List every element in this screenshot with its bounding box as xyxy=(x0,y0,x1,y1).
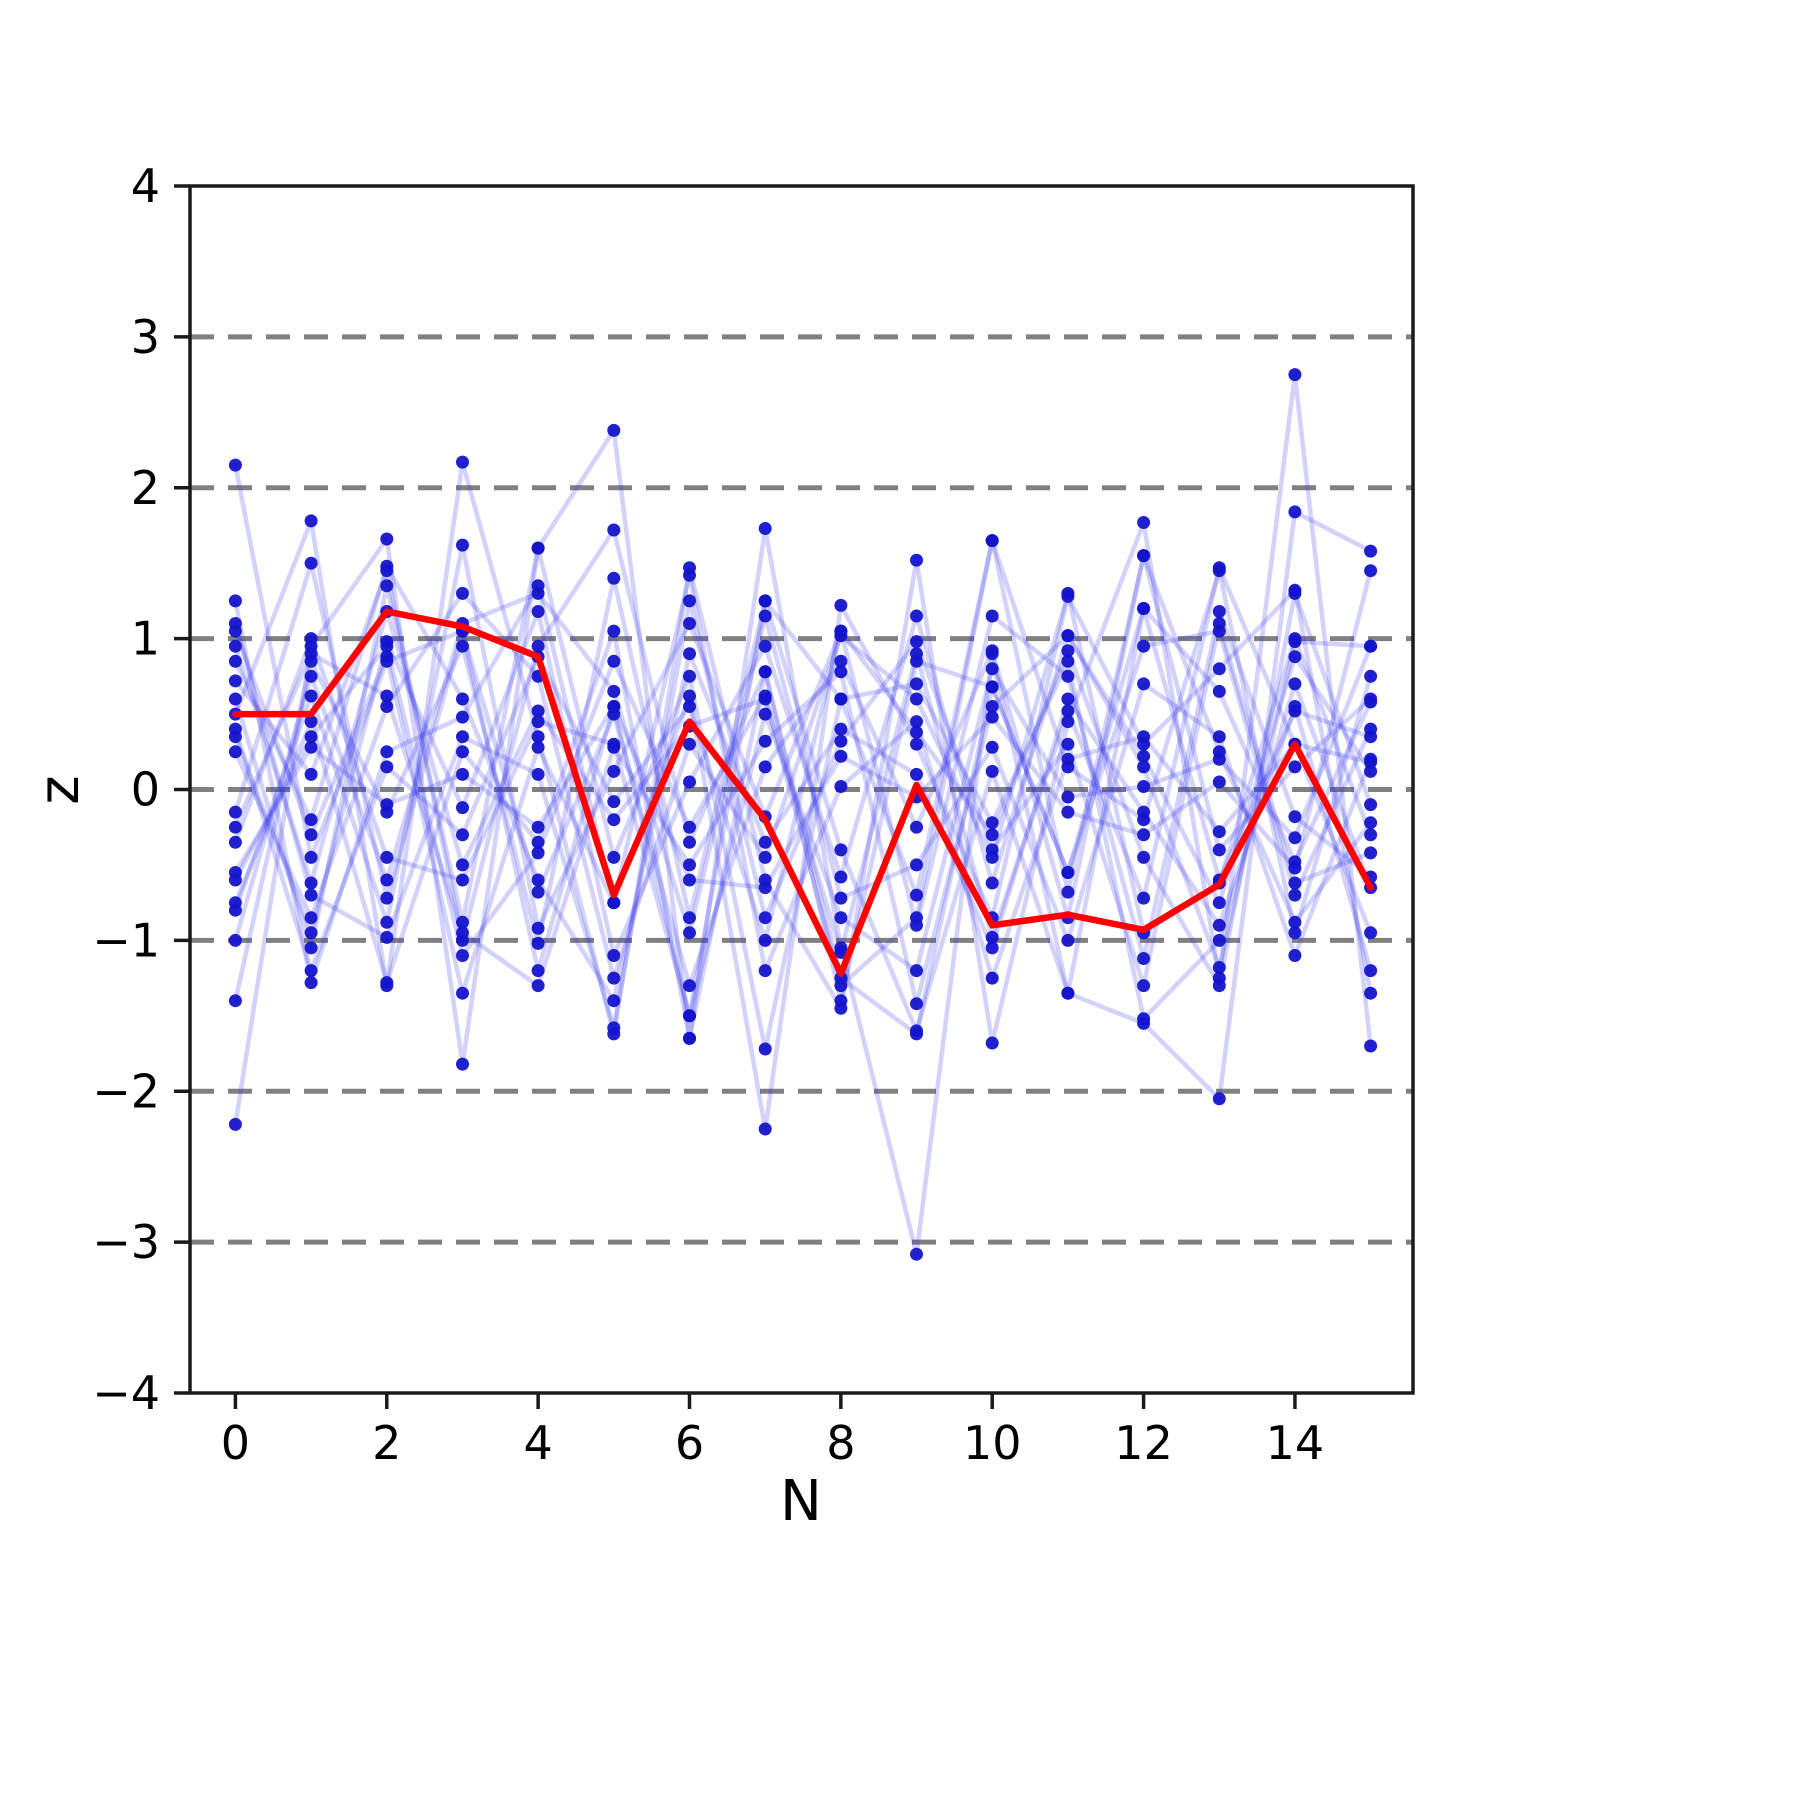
svg-text:0: 0 xyxy=(221,1416,250,1470)
svg-text:14: 14 xyxy=(1266,1416,1325,1470)
svg-text:0: 0 xyxy=(131,763,160,817)
svg-text:−3: −3 xyxy=(92,1215,160,1269)
svg-text:−4: −4 xyxy=(92,1366,160,1420)
svg-text:6: 6 xyxy=(675,1416,704,1470)
x-axis-label: N xyxy=(780,1469,822,1534)
chain-lines xyxy=(233,372,1373,1257)
svg-text:8: 8 xyxy=(826,1416,855,1470)
chain-points xyxy=(228,368,1378,1261)
svg-text:4: 4 xyxy=(131,159,160,213)
y-axis-label: z xyxy=(27,775,92,804)
svg-text:2: 2 xyxy=(372,1416,401,1470)
svg-text:−2: −2 xyxy=(92,1064,160,1118)
svg-text:−1: −1 xyxy=(92,913,160,967)
svg-text:1: 1 xyxy=(131,612,160,666)
svg-text:10: 10 xyxy=(963,1416,1022,1470)
svg-text:2: 2 xyxy=(131,461,160,515)
sigma-gridlines xyxy=(190,334,1413,1245)
svg-text:3: 3 xyxy=(131,310,160,364)
svg-text:12: 12 xyxy=(1114,1416,1173,1470)
highlighted-chain-line xyxy=(232,608,1374,977)
svg-text:4: 4 xyxy=(523,1416,552,1470)
